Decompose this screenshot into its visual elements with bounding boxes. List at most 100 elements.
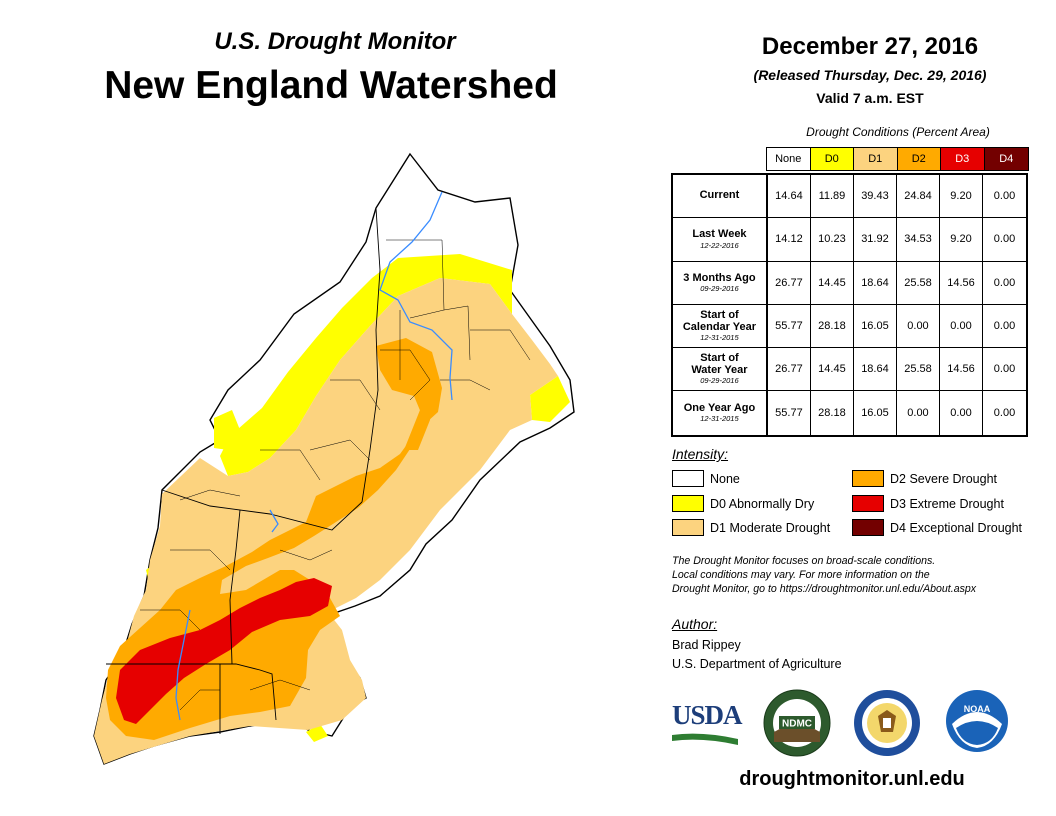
legend-swatch — [852, 495, 884, 512]
d2-area-north — [404, 368, 434, 450]
cell-none: 14.64 — [768, 175, 811, 218]
note-line: Drought Monitor, go to https://droughtmo… — [672, 583, 977, 595]
legend-item-d1: D1 Moderate Drought — [672, 519, 830, 536]
row-label: One Year Ago 12-31-2015 — [673, 391, 768, 435]
d0-area-west — [214, 410, 240, 450]
d0-area-coast — [530, 376, 570, 422]
cell-none: 26.77 — [768, 348, 811, 391]
map-title: U.S. Drought Monitor — [214, 28, 456, 55]
legend-swatch — [852, 519, 884, 536]
cell-none: 55.77 — [768, 304, 811, 348]
legend-label: D2 Severe Drought — [890, 471, 998, 486]
legend-item-none: None — [672, 470, 740, 487]
cell-d1: 16.05 — [854, 391, 897, 435]
row-title: Start of Calendar Year — [682, 309, 757, 333]
row-date: 09-29-2016 — [700, 284, 739, 294]
row-title: Current — [699, 189, 740, 202]
cell-d3: 0.00 — [940, 391, 983, 435]
row-label: Start of Calendar Year 12-31-2015 — [673, 304, 768, 348]
legend-item-d4: D4 Exceptional Drought — [852, 519, 1022, 536]
usda-logo: USDA — [672, 700, 743, 748]
legend-item-d3: D3 Extreme Drought — [852, 495, 1004, 512]
author-title: Author: — [672, 616, 718, 632]
cell-d2: 0.00 — [897, 304, 940, 348]
legend-label: D4 Exceptional Drought — [890, 520, 1023, 535]
row-label: Current — [673, 175, 768, 218]
table-header: None D0 D1 D2 D3 D4 — [766, 147, 1029, 171]
table-row: 3 Months Ago 09-29-2016 26.77 14.45 18.6… — [673, 261, 1026, 305]
cell-d0: 28.18 — [811, 391, 854, 435]
cell-none: 26.77 — [768, 261, 811, 304]
legend-swatch — [672, 519, 704, 536]
col-d1: D1 — [854, 148, 898, 170]
table-caption: Drought Conditions (Percent Area) — [806, 125, 990, 139]
cell-none: 55.77 — [768, 391, 811, 435]
legend-item-d0: D0 Abnormally Dry — [672, 495, 814, 512]
nidis-seal-logo — [854, 690, 920, 756]
cell-d4: 0.00 — [993, 407, 1016, 420]
ndmc-logo-text: NDMC — [782, 719, 812, 730]
cell-d3: 14.56 — [940, 348, 983, 391]
release-date: (Released Thursday, Dec. 29, 2016) — [753, 67, 987, 83]
cell-d2: 0.00 — [897, 391, 940, 435]
col-none: None — [767, 148, 811, 170]
cell-d2: 25.58 — [897, 261, 940, 304]
cell-d0: 14.45 — [811, 261, 854, 304]
row-date: 12-31-2015 — [700, 333, 739, 343]
row-title: Last Week — [692, 228, 747, 241]
map-date: December 27, 2016 — [761, 33, 979, 60]
info-note: The Drought Monitor focuses on broad-sca… — [672, 554, 1042, 596]
region-title: New England Watershed — [104, 64, 558, 107]
row-title: 3 Months Ago — [683, 271, 756, 284]
noaa-logo: NOAA — [946, 690, 1008, 752]
cell-d3: 9.20 — [940, 175, 983, 218]
legend-title: Intensity: — [672, 446, 729, 462]
ndmc-logo: NDMC — [763, 689, 831, 757]
d3-area — [116, 578, 332, 724]
cell-d2: 24.84 — [897, 175, 940, 218]
legend-label: None — [710, 471, 740, 486]
legend-swatch — [672, 470, 704, 487]
table-row: One Year Ago 12-31-2015 55.77 28.18 16.0… — [673, 391, 1026, 435]
cell-d0: 28.18 — [811, 304, 854, 348]
table-row: Start of Water Year 09-29-2016 26.77 14.… — [673, 348, 1026, 392]
legend-label: D1 Moderate Drought — [710, 520, 831, 535]
cell-d0: 11.89 — [811, 175, 854, 218]
cell-d1: 18.64 — [854, 348, 897, 391]
row-label: 3 Months Ago 09-29-2016 — [673, 261, 768, 304]
cell-d2: 25.58 — [897, 348, 940, 391]
cell-d1: 39.43 — [854, 175, 897, 218]
note-line: Local conditions may vary. For more info… — [672, 569, 930, 581]
row-date: 12-31-2015 — [700, 414, 739, 424]
row-title: Start of Water Year — [691, 352, 748, 376]
table-row: Current 14.64 11.89 39.43 24.84 9.20 0.0… — [673, 175, 1026, 219]
drought-map — [93, 152, 575, 765]
website-link[interactable]: droughtmonitor.unl.edu — [739, 768, 965, 790]
cell-d4: 0.00 — [993, 190, 1016, 203]
row-date: 12-22-2016 — [700, 240, 739, 250]
cell-d1: 16.05 — [854, 304, 897, 348]
cell-d4: 0.00 — [993, 233, 1016, 246]
row-date: 09-29-2016 — [700, 376, 739, 386]
legend-swatch — [672, 495, 704, 512]
cell-d3: 14.56 — [940, 261, 983, 304]
rivers — [175, 191, 453, 721]
legend-item-d2: D2 Severe Drought — [852, 470, 997, 487]
d0-area — [220, 254, 512, 476]
table-row: Start of Calendar Year 12-31-2015 55.77 … — [673, 304, 1026, 349]
col-d2: D2 — [897, 148, 941, 170]
valid-time: Valid 7 a.m. EST — [816, 90, 924, 106]
row-label: Last Week 12-22-2016 — [673, 218, 768, 261]
cell-d2: 34.53 — [897, 218, 940, 261]
cell-none: 14.12 — [768, 218, 811, 261]
col-d0: D0 — [810, 148, 854, 170]
cell-d0: 14.45 — [811, 348, 854, 391]
cell-d3: 9.20 — [940, 218, 983, 261]
d0-area-cape — [306, 724, 328, 742]
author-org: U.S. Department of Agriculture — [672, 657, 842, 671]
cell-d4: 0.00 — [993, 320, 1016, 333]
table-row: Last Week 12-22-2016 14.12 10.23 31.92 3… — [673, 218, 1026, 262]
cell-d0: 10.23 — [811, 218, 854, 261]
usda-swoosh-icon — [672, 733, 738, 745]
row-title: One Year Ago — [683, 401, 756, 414]
